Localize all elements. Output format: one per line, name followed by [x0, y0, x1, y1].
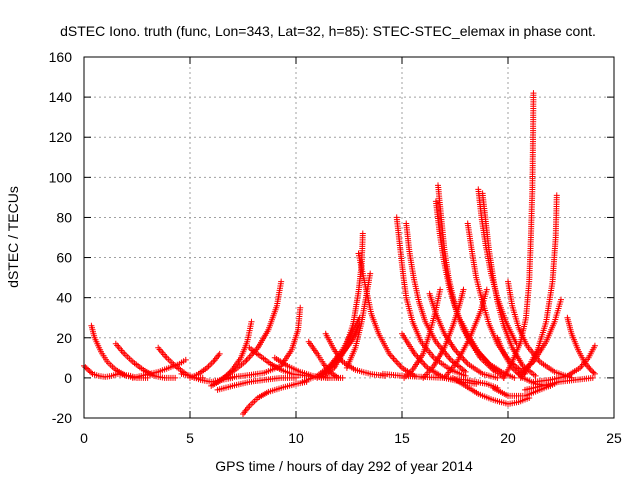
chart-title: dSTEC Iono. truth (func, Lon=343, Lat=32… [60, 23, 596, 39]
x-tick-label: 15 [394, 430, 410, 446]
y-tick-label: 60 [56, 250, 72, 266]
series-markers [393, 214, 469, 379]
series-21 [355, 250, 418, 379]
series-markers [426, 290, 501, 381]
y-tick-label: 160 [49, 49, 73, 65]
series-44 [522, 374, 596, 393]
series-30 [420, 286, 467, 381]
series-46 [458, 318, 518, 381]
series-34 [475, 186, 520, 347]
series-markers [458, 318, 518, 381]
y-tick-labels: -20 0 20 40 60 80 100 120 140 160 [49, 49, 73, 426]
x-axis-label: GPS time / hours of day 292 of year 2014 [215, 458, 473, 474]
y-axis-label: dSTEC / TECUs [5, 186, 21, 288]
series-markers [475, 186, 520, 347]
series-22 [343, 270, 374, 371]
series-markers [187, 350, 223, 381]
plot-frame [83, 56, 615, 419]
y-tick-label: 100 [49, 169, 73, 185]
series-markers [343, 270, 374, 371]
series-11 [214, 374, 299, 393]
y-tick-label: 140 [49, 89, 73, 105]
x-tick-label: 10 [288, 430, 304, 446]
series-10 [240, 378, 310, 417]
x-tick-labels: 0 5 10 15 20 25 [80, 430, 622, 446]
series-markers [564, 314, 598, 377]
series-markers [500, 90, 537, 381]
series-markers [240, 378, 310, 417]
y-tick-label: 20 [56, 330, 72, 346]
series-42 [564, 314, 598, 377]
series-24 [393, 214, 469, 379]
y-tick-label: 40 [56, 290, 72, 306]
series-38 [500, 90, 537, 381]
x-tick-label: 20 [500, 430, 516, 446]
x-tick-label: 0 [80, 430, 88, 446]
series-markers [530, 342, 598, 385]
series-43 [530, 342, 598, 385]
y-tick-label: 120 [49, 129, 73, 145]
y-tick-label: 0 [64, 370, 72, 386]
series-markers [522, 374, 596, 393]
series-45 [426, 290, 501, 381]
series-markers [515, 296, 564, 377]
series-markers [129, 356, 189, 381]
y-tick-label: -20 [52, 410, 72, 426]
series-7 [187, 350, 223, 381]
series-markers [420, 286, 467, 381]
x-tick-label: 5 [186, 430, 194, 446]
series-5 [129, 356, 189, 381]
series-35 [449, 374, 533, 407]
series-markers [355, 250, 418, 379]
series-41 [515, 296, 564, 377]
x-tick-label: 25 [606, 430, 622, 446]
series-markers [214, 374, 299, 393]
y-tick-label: 80 [56, 209, 72, 225]
axis-ticks [83, 56, 615, 419]
series-markers [449, 374, 533, 407]
data-points [81, 90, 598, 417]
